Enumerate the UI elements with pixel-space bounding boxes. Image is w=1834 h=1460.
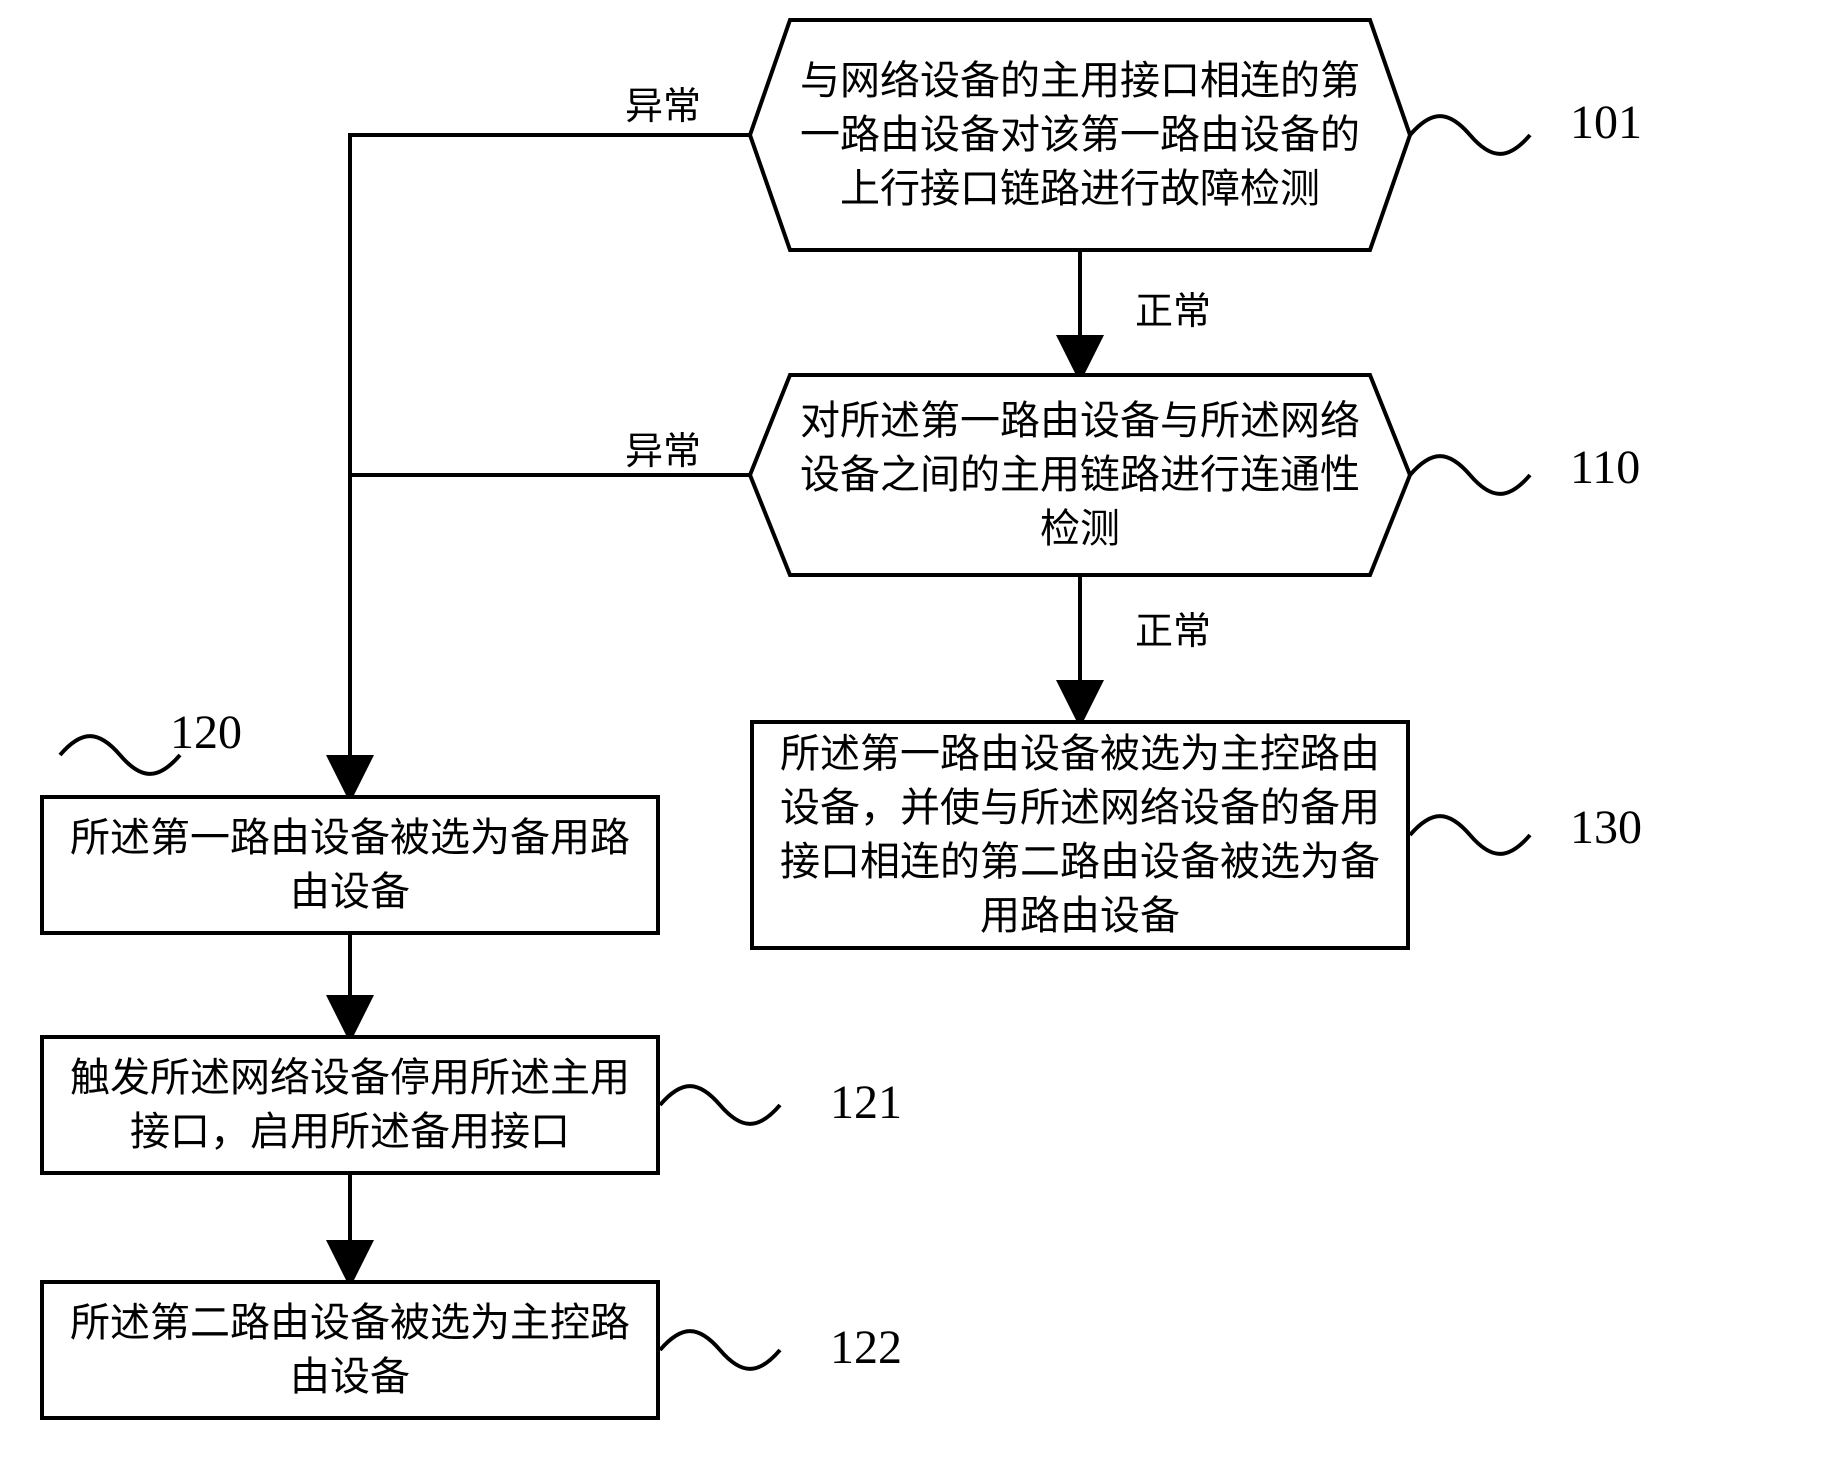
rect-n120: 所述第一路由设备被选为备用路由设备 bbox=[40, 795, 660, 935]
wave-n120 bbox=[60, 736, 180, 774]
node-text-n130: 所述第一路由设备被选为主控路由设备，并使与所述网络设备的备用接口相连的第二路由设… bbox=[774, 727, 1386, 943]
wave-n121 bbox=[660, 1086, 780, 1124]
rect-n121: 触发所述网络设备停用所述主用接口，启用所述备用接口 bbox=[40, 1035, 660, 1175]
node-text-n110: 对所述第一路由设备与所述网络设备之间的主用链路进行连通性检测 bbox=[800, 385, 1360, 565]
wave-n130 bbox=[1410, 816, 1530, 854]
step-label-n101: 101 bbox=[1570, 95, 1642, 150]
step-label-n130: 130 bbox=[1570, 800, 1642, 855]
node-text-n121: 触发所述网络设备停用所述主用接口，启用所述备用接口 bbox=[64, 1051, 636, 1159]
node-text-n122: 所述第二路由设备被选为主控路由设备 bbox=[64, 1296, 636, 1404]
node-text-n101: 与网络设备的主用接口相连的第一路由设备对该第一路由设备的上行接口链路进行故障检测 bbox=[800, 30, 1360, 240]
rect-n122: 所述第二路由设备被选为主控路由设备 bbox=[40, 1280, 660, 1420]
node-text-n120: 所述第一路由设备被选为备用路由设备 bbox=[64, 811, 636, 919]
wave-n101 bbox=[1410, 116, 1530, 154]
step-label-n121: 121 bbox=[830, 1075, 902, 1130]
diagram-canvas: 异常正常异常正常与网络设备的主用接口相连的第一路由设备对该第一路由设备的上行接口… bbox=[0, 0, 1834, 1460]
edge-label-e110_normal: 正常 bbox=[1135, 600, 1211, 655]
edge-label-e110_abnormal: 异常 bbox=[625, 420, 701, 475]
edge-label-e101_normal: 正常 bbox=[1135, 280, 1211, 335]
step-label-n110: 110 bbox=[1570, 440, 1640, 495]
step-label-n120: 120 bbox=[170, 705, 242, 760]
wave-n122 bbox=[660, 1331, 780, 1369]
step-label-n122: 122 bbox=[830, 1320, 902, 1375]
edge-label-e101_abnormal: 异常 bbox=[625, 75, 701, 130]
rect-n130: 所述第一路由设备被选为主控路由设备，并使与所述网络设备的备用接口相连的第二路由设… bbox=[750, 720, 1410, 950]
wave-n110 bbox=[1410, 456, 1530, 494]
